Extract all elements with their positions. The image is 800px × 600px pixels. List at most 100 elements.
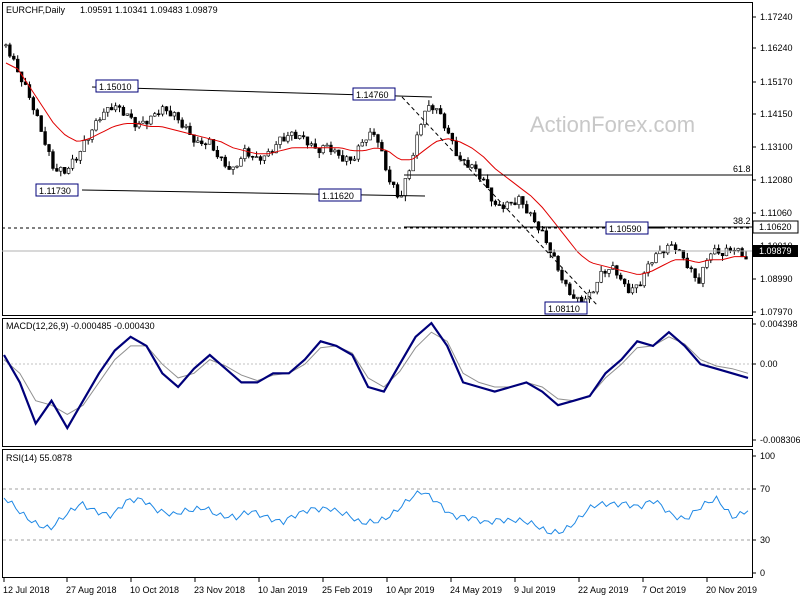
label-110590-box (605, 221, 649, 235)
rsi-tick-0: 0 (760, 568, 765, 578)
candle-body (106, 107, 110, 113)
candle-body (368, 131, 372, 141)
candle-body (669, 244, 674, 246)
x-tick-label: 12 Jul 2018 (3, 585, 50, 595)
candle-body (435, 108, 439, 111)
x-tick-label: 10 Apr 2019 (386, 585, 435, 595)
macd-line (3, 321, 749, 431)
candle-body (63, 167, 67, 174)
x-tick-label: 23 Nov 2018 (194, 585, 245, 595)
candle-body (297, 135, 302, 139)
label-111620: 1.11620 (322, 191, 354, 201)
label-111730: 1.11730 (39, 186, 71, 196)
candle-body (411, 155, 415, 172)
candle-body (43, 131, 47, 145)
candle-body (8, 44, 12, 57)
candle-body (525, 204, 529, 214)
candle-body (254, 156, 259, 158)
macd-panel-frame (2, 318, 753, 447)
label-108110-box (544, 301, 588, 315)
level-highlight-label: 1.10620 (759, 222, 792, 232)
price-tick-107970: 1.07970 (760, 307, 793, 317)
candle-body (552, 252, 556, 257)
candle-body (466, 159, 470, 168)
price-tick-111060: 1.11060 (760, 208, 792, 218)
candle-body (51, 151, 55, 169)
candle-body (587, 291, 592, 300)
candle-body (113, 105, 118, 111)
candle-body (532, 212, 537, 223)
candle-body (521, 196, 525, 205)
x-tick-label: 10 Oct 2018 (130, 585, 179, 595)
label-111730-box (35, 183, 79, 197)
candle-body (137, 122, 141, 128)
candle-body (313, 143, 317, 149)
candle-body (364, 139, 368, 143)
candle-body (736, 248, 740, 251)
candle-body (705, 260, 709, 268)
candle-body (442, 113, 447, 129)
rsi-tick-70: 70 (760, 484, 770, 494)
candle-body (31, 97, 36, 111)
candle-body (391, 181, 396, 185)
candle-body (47, 144, 51, 152)
candle-body (403, 178, 408, 197)
x-tick-label: 24 May 2019 (450, 585, 502, 595)
falling-trend-dashed-line (401, 96, 599, 307)
candle-body (489, 187, 494, 202)
candle-body (16, 58, 20, 73)
candle-body (446, 127, 451, 134)
fib-618-label: 61.8 (733, 164, 751, 174)
candle-body (215, 149, 220, 158)
candle-body (638, 284, 642, 287)
candle-body (160, 106, 165, 115)
macd-signal-line (3, 331, 749, 415)
candle-body (497, 204, 502, 206)
candle-body (603, 271, 607, 274)
x-tick-label: 9 Jul 2019 (514, 585, 556, 595)
label-115010: 1.15010 (99, 82, 132, 92)
candle-body (176, 112, 180, 121)
candle-body (650, 262, 654, 265)
candle-body (709, 253, 713, 261)
candle-body (203, 143, 208, 146)
candle-body (689, 267, 693, 270)
candle-body (431, 105, 435, 111)
fib-382-label: 38.2 (733, 216, 751, 226)
x-tick-label: 25 Feb 2019 (322, 585, 373, 595)
ohlc-values: 1.09591 1.10341 1.09483 1.09879 (80, 5, 218, 15)
candle-body (564, 279, 568, 285)
candle-body (82, 140, 86, 152)
price-annotations: 1.15010 1.14760 1.11730 1.11620 1.10590 … (35, 79, 751, 315)
label-114760-box (352, 87, 396, 101)
price-tick-108990: 1.08990 (760, 274, 793, 284)
candle-body (290, 131, 294, 136)
candle-body (634, 284, 639, 289)
candle-body (360, 141, 364, 147)
x-tick-label: 20 Nov 2019 (706, 585, 757, 595)
candle-body (572, 294, 576, 299)
candle-body (196, 140, 200, 143)
candle-body (243, 148, 247, 159)
candle-body (419, 124, 423, 136)
candle-body (384, 150, 388, 171)
candle-body (250, 156, 255, 158)
candle-body (55, 168, 59, 172)
watermark: ActionForex.com (530, 112, 695, 137)
price-tick-115170: 1.15170 (760, 77, 793, 87)
candle-body (438, 108, 443, 115)
candle-body (145, 120, 149, 125)
macd-y-axis: 0.004398 0.00 -0.008306 (752, 319, 800, 445)
price-tick-116240: 1.16240 (760, 43, 793, 53)
last-price-label: 1.09879 (759, 246, 792, 256)
candle-body (395, 184, 400, 198)
candle-body (673, 244, 678, 250)
price-tick-117240: 1.17240 (760, 12, 793, 22)
candle-body (462, 159, 466, 161)
candle-body (12, 55, 16, 60)
label-110590: 1.10590 (609, 224, 642, 234)
price-tick-112080: 1.12080 (760, 175, 793, 185)
candle-body (720, 252, 725, 257)
candle-body (286, 135, 290, 142)
candle-body (607, 269, 611, 274)
